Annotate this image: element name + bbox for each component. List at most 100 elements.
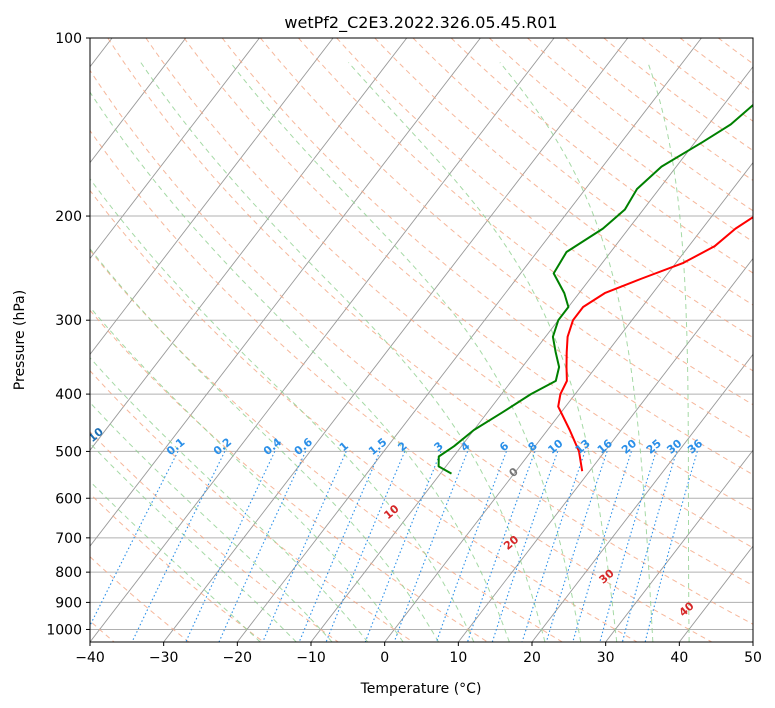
isotherm-line [90, 38, 555, 642]
dry-adiabats [90, 38, 753, 642]
dry-adiabat [90, 189, 638, 642]
mixing-ratio-line [572, 451, 632, 642]
isotherm-line [90, 38, 408, 451]
mixing-ratio-label: 30 [664, 437, 684, 457]
isotherm-line [163, 38, 629, 642]
dry-adiabat [488, 38, 753, 243]
plot-area: −100−90−80−70−60−50−40−30−20−100.10.20.4… [0, 38, 753, 642]
dry-adiabat [260, 38, 753, 440]
moist-adiabat [647, 62, 690, 642]
x-tick-label: 50 [744, 650, 762, 666]
y-tick-label: 800 [55, 565, 82, 581]
mixing-ratio-line [599, 451, 657, 642]
mixing-ratio-label: 0.6 [292, 435, 316, 458]
mixing-ratio-line [325, 451, 406, 642]
isotherm-line [90, 38, 187, 164]
isotherm-line [678, 545, 753, 642]
dry-adiabat [90, 370, 414, 642]
mixing-ratio-label: 20 [619, 437, 639, 457]
dry-adiabat [603, 38, 753, 152]
dewpoint-profile [437, 103, 753, 475]
dry-adiabat [90, 69, 753, 625]
mixing-ratio-line [262, 451, 347, 642]
mixing-ratio-label: 0.2 [211, 435, 234, 457]
y-tick-label: 500 [55, 444, 82, 460]
mixing-ratio-line [521, 451, 586, 642]
moist-adiabat-label: 30 [597, 566, 617, 586]
dry-adiabat [527, 38, 753, 212]
x-tick-label: −10 [296, 650, 326, 666]
mixing-ratio-line [185, 451, 276, 642]
moist-adiabat [499, 62, 654, 642]
mixing-ratio-label: 1.5 [366, 435, 389, 457]
moist-adiabat [90, 306, 404, 642]
moist-adiabat [90, 248, 439, 642]
mixing-ratio-line [491, 451, 559, 642]
y-axis-label: Pressure (hPa) [12, 290, 28, 390]
x-tick-label: 30 [597, 650, 615, 666]
moist-adiabat [90, 357, 369, 642]
isotherm-line [90, 38, 334, 356]
moist-adiabat [140, 62, 546, 642]
isotherm-line [384, 161, 753, 642]
dry-adiabat [717, 38, 753, 65]
isotherm-line [752, 641, 753, 642]
y-tick-label: 400 [55, 387, 82, 403]
mixing-ratio-line [298, 451, 381, 642]
isotherm-line [457, 257, 753, 642]
x-tick-label: −20 [223, 650, 253, 666]
mixing-ratio-label: 3 [432, 439, 446, 454]
moist-adiabat [230, 62, 582, 642]
dry-adiabat-label: −20 [0, 381, 9, 407]
dry-adiabat [90, 556, 190, 642]
moist-adiabat [90, 442, 297, 642]
dry-adiabat [90, 309, 488, 642]
dry-adiabat [90, 249, 563, 642]
isotherm-line [90, 38, 260, 260]
mixing-ratio-lines [90, 451, 698, 642]
x-tick-label: −40 [75, 650, 105, 666]
dry-adiabat [145, 38, 753, 549]
plot-frame [89, 37, 754, 643]
dry-adiabat [107, 38, 753, 587]
x-tick-label: 0 [380, 650, 389, 666]
moist-adiabat-label: 10 [382, 502, 402, 522]
moist-adiabat-label: 20 [501, 533, 521, 553]
y-tick-label: 1000 [46, 622, 82, 638]
temperature-profile [557, 215, 753, 472]
x-tick-label: 10 [449, 650, 467, 666]
dry-adiabat [450, 38, 753, 274]
dry-adiabat [298, 38, 753, 406]
dry-adiabat [90, 129, 712, 642]
mixing-ratio-line [545, 451, 608, 642]
y-tick-label: 600 [55, 491, 82, 507]
dry-adiabat [90, 431, 339, 642]
isotherm-line [90, 38, 481, 547]
dry-adiabat [679, 38, 753, 93]
x-tick-label: −30 [149, 650, 179, 666]
moist-adiabat [90, 91, 510, 642]
isotherm-line [531, 353, 753, 642]
dry-adiabat [412, 38, 753, 306]
dry-adiabat [641, 38, 753, 122]
mixing-ratio-label: 8 [526, 439, 540, 454]
mixing-ratio-label: 2 [395, 439, 409, 454]
y-tick-label: 200 [55, 209, 82, 225]
mixing-ratio-line [393, 451, 469, 642]
profile-lines [437, 103, 753, 475]
mixing-ratio-line [218, 451, 307, 642]
moist-adiabats [90, 62, 690, 642]
y-tick-label: 700 [55, 531, 82, 547]
x-axis-label: Temperature (°C) [360, 681, 482, 697]
dry-adiabat [221, 38, 753, 476]
mixing-ratio-line [644, 451, 698, 642]
mixing-ratio-line [435, 451, 507, 642]
mixing-ratio-label: 10 [545, 437, 565, 457]
mixing-ratio-label: 25 [644, 437, 664, 457]
mixing-ratio-line [466, 451, 536, 642]
x-tick-label: 40 [670, 650, 688, 666]
y-tick-label: 300 [55, 313, 82, 329]
chart-title: wetPf2_C2E3.2022.326.05.45.R01 [284, 13, 557, 33]
mixing-ratio-line [621, 451, 678, 642]
mixing-ratio-label: 0.4 [261, 435, 285, 458]
